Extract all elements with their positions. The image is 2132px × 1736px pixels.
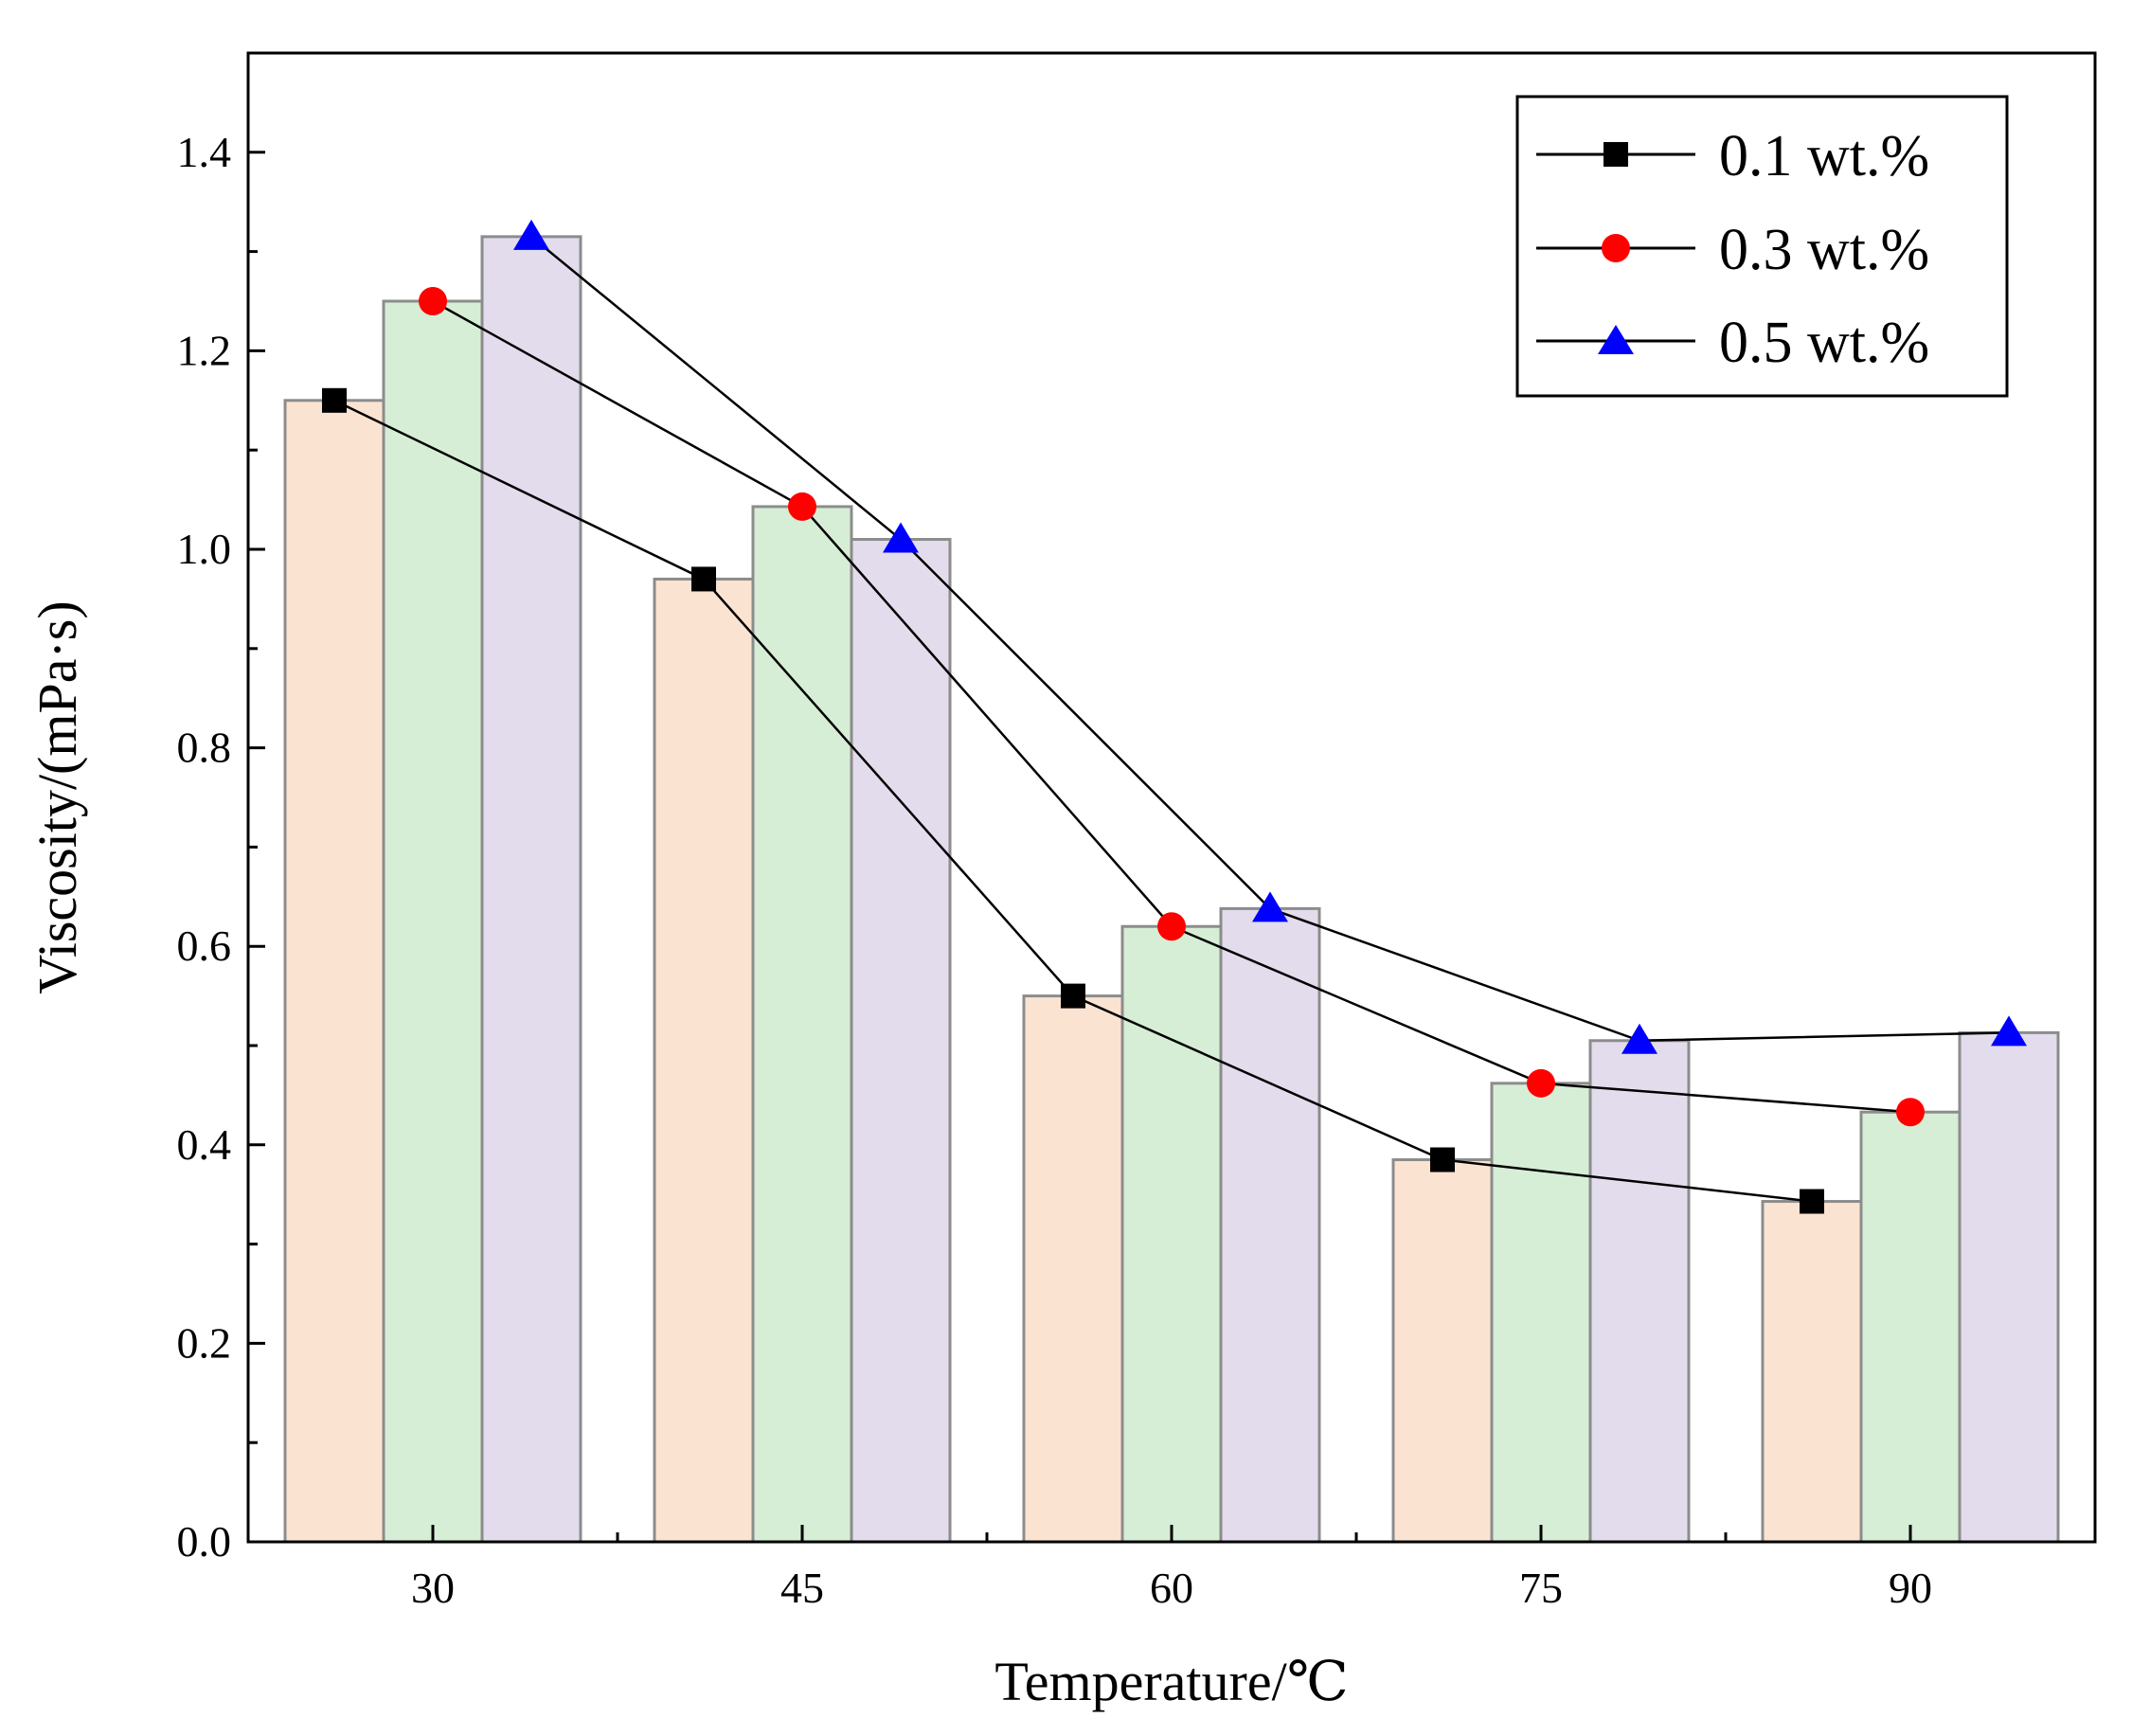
y-tick-label-1.0: 1.0: [177, 525, 232, 573]
bar-1-60: [1022, 994, 1124, 1544]
y-axis-title: Viscosity/(mPa·s): [27, 600, 88, 993]
bar-2-75: [1490, 1082, 1592, 1544]
axes-layer: 0.0 0.2 0.4 0.6 0.8 1.0 1.2 1.4 30 45 60 75 90: [177, 128, 1933, 1612]
bar-3-90: [1958, 1030, 2060, 1544]
marker-2-90: [1896, 1098, 1925, 1127]
marker-1-60: [1061, 983, 1085, 1009]
legend-entry-2: 0.3 wt.%: [1536, 218, 1929, 282]
markers-layer: [322, 219, 2027, 1214]
bar-2-45: [751, 505, 853, 1544]
bar-2-60: [1120, 924, 1223, 1544]
y-tick-label-0.0: 0.0: [177, 1517, 232, 1566]
legend-marker-square: [1603, 142, 1628, 167]
marker-3-30: [513, 219, 549, 250]
legend-marker-triangle: [1598, 325, 1634, 354]
legend-entry-3: 0.5 wt.%: [1536, 311, 1929, 375]
marker-1-45: [691, 566, 716, 592]
y-tick-label-0.8: 0.8: [177, 724, 232, 772]
marker-2-45: [788, 492, 816, 521]
bar-1-90: [1761, 1200, 1863, 1544]
legend: 0.1 wt.% 0.3 wt.% 0.5 wt.%: [1515, 95, 2009, 398]
marker-3-75: [1621, 1023, 1657, 1054]
legend-box: [1515, 95, 2009, 398]
legend-label-1: 0.1 wt.%: [1719, 124, 1929, 188]
x-tick-label-75: 75: [1519, 1564, 1563, 1612]
bar-1-45: [653, 577, 755, 1544]
bar-3-30: [480, 235, 582, 1544]
legend-label-3: 0.5 wt.%: [1719, 311, 1929, 375]
marker-1-30: [322, 387, 347, 413]
bar-3-75: [1588, 1039, 1691, 1544]
marker-2-60: [1157, 912, 1186, 941]
bar-3-45: [850, 538, 952, 1544]
legend-marker-circle: [1602, 234, 1630, 262]
legend-label-2: 0.3 wt.%: [1719, 218, 1929, 282]
bar-2-90: [1859, 1110, 1962, 1544]
y-tick-label-0.6: 0.6: [177, 922, 232, 970]
marker-1-90: [1800, 1189, 1824, 1214]
y-tick-label-1.4: 1.4: [177, 128, 232, 176]
x-tick-label-30: 30: [411, 1564, 455, 1612]
marker-3-45: [883, 522, 919, 553]
x-axis-title: Temperature/℃: [994, 1651, 1348, 1712]
x-tick-label-90: 90: [1889, 1564, 1932, 1612]
y-tick-label-1.2: 1.2: [177, 326, 232, 374]
y-tick-label-0.2: 0.2: [177, 1318, 232, 1367]
marker-3-60: [1252, 891, 1288, 922]
bar-1-30: [283, 399, 385, 1544]
legend-entry-1: 0.1 wt.%: [1536, 124, 1929, 188]
marker-3-90: [1991, 1015, 2027, 1047]
x-tick-label-45: 45: [780, 1564, 824, 1612]
marker-1-75: [1430, 1147, 1455, 1172]
bar-2-30: [382, 299, 484, 1544]
marker-2-75: [1527, 1068, 1555, 1098]
bar-3-60: [1219, 906, 1321, 1544]
y-tick-label-0.4: 0.4: [177, 1120, 232, 1169]
x-tick-label-60: 60: [1150, 1564, 1193, 1612]
marker-2-30: [419, 287, 447, 315]
bars-layer: [283, 235, 2060, 1544]
bar-1-75: [1391, 1158, 1494, 1544]
